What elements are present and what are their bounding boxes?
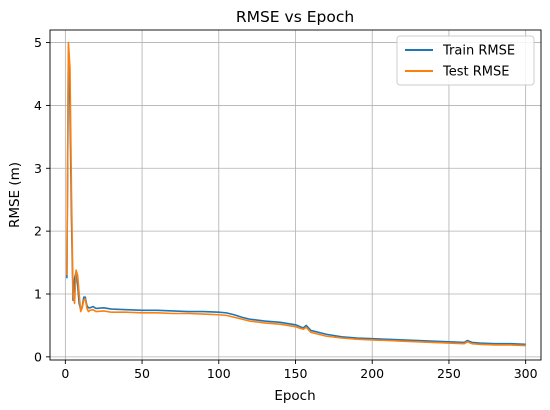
x-tick-label: 200	[360, 366, 384, 381]
y-tick-label: 2	[34, 224, 42, 239]
y-tick-label: 0	[34, 349, 42, 364]
chart-title: RMSE vs Epoch	[236, 8, 354, 26]
x-tick-label: 0	[61, 366, 69, 381]
y-tick-label: 4	[34, 98, 42, 113]
legend-box	[396, 35, 535, 86]
y-tick-label: 5	[34, 35, 42, 50]
x-tick-label: 50	[134, 366, 150, 381]
x-tick-label: 100	[207, 366, 231, 381]
legend-label: Test RMSE	[442, 65, 509, 80]
series-line-train	[66, 51, 526, 346]
y-tick-label: 3	[34, 161, 42, 176]
series-line-test	[66, 41, 526, 347]
x-tick-label: 300	[514, 366, 538, 381]
legend: Train RMSE Test RMSE	[396, 35, 535, 86]
legend-label: Train RMSE	[442, 44, 515, 59]
x-axis-label: Epoch	[274, 388, 315, 404]
y-tick-label: 1	[34, 287, 42, 302]
y-axis-ticks: 0 1 2 3 4 5	[34, 35, 50, 364]
x-tick-label: 150	[284, 366, 308, 381]
x-tick-label: 250	[437, 366, 461, 381]
series-lines	[66, 41, 526, 347]
x-axis-ticks: 0 50 100 150 200 250 300	[61, 360, 538, 381]
y-axis-label: RMSE (m)	[7, 162, 23, 228]
